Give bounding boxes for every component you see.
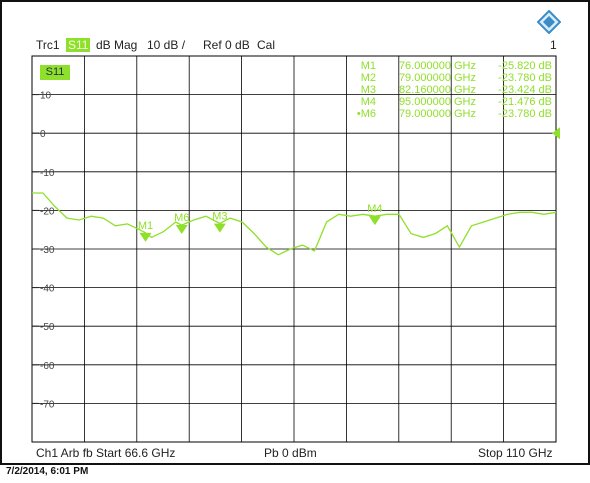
y-tick-label: -50 (40, 322, 55, 333)
footer-channel-start: Ch1 Arb fb Start 66.6 GHz (36, 446, 176, 460)
marker-triangle (368, 216, 381, 226)
marker-label: M4 (367, 203, 382, 215)
y-tick-label: -70 (40, 399, 55, 410)
footer-power: Pb 0 dBm (264, 446, 317, 460)
marker-freq: 76.000000 GHz (398, 60, 476, 72)
marker-freq: 82.160000 GHz (398, 84, 476, 96)
marker-value: -23.780 dB (498, 108, 552, 120)
cal-label: Cal (257, 38, 276, 52)
ref-label: Ref 0 dB (203, 38, 250, 52)
marker-freq: 79.000000 GHz (398, 108, 476, 120)
marker-triangle (213, 223, 226, 233)
y-tick-label: -20 (40, 206, 55, 217)
footer-stop: Stop 110 GHz (478, 446, 553, 460)
marker-value: -23.424 dB (498, 84, 552, 96)
y-tick-label: -60 (40, 361, 55, 372)
trace-name-badge[interactable]: S11 (40, 65, 70, 80)
marker-label: M1 (138, 220, 153, 232)
marker-freq: 95.000000 GHz (398, 96, 476, 108)
marker-label: •M6 (356, 108, 376, 120)
marker-label: M4 (360, 96, 376, 108)
marker-row: M4 95.000000 GHz -21.476 dB (346, 96, 552, 108)
trace-line (32, 192, 557, 256)
marker-row: M3 82.160000 GHz -23.424 dB (346, 84, 552, 96)
rohde-schwarz-logo-icon (537, 10, 561, 34)
marker-label: M2 (360, 72, 376, 84)
ref-level-arrow (552, 127, 560, 140)
marker-row: M2 79.000000 GHz -23.780 dB (346, 72, 552, 84)
marker-freq: 79.000000 GHz (398, 72, 476, 84)
marker-table: M1 76.000000 GHz -25.820 dB M2 79.000000 GH… (346, 60, 552, 120)
marker-value: -25.820 dB (498, 60, 552, 72)
param-label: S11 (66, 38, 91, 52)
marker-value: -23.780 dB (498, 72, 552, 84)
y-tick-label: -10 (40, 168, 55, 179)
marker-label: M3 (360, 84, 376, 96)
trace-label: Trc1 (36, 38, 60, 52)
y-tick-label: 10 (40, 91, 52, 102)
scale-label: 10 dB / (147, 38, 186, 52)
chart-frame (0, 0, 590, 465)
y-tick-label: 0 (40, 129, 46, 140)
marker-label: M6 (174, 212, 189, 224)
trace-parameter-badge[interactable]: S11 (66, 38, 91, 52)
marker-triangle (139, 232, 152, 242)
marker-label: M3 (212, 211, 227, 223)
y-tick-label: -30 (40, 245, 55, 256)
marker-triangle (175, 224, 188, 234)
marker-row: M1 76.000000 GHz -25.820 dB (346, 60, 552, 72)
marker-value: -21.476 dB (498, 96, 552, 108)
y-tick-label: -40 (40, 284, 55, 295)
marker-row: •M6 79.000000 GHz -23.780 dB (346, 108, 552, 120)
channel-index: 1 (550, 38, 557, 52)
timestamp: 7/2/2014, 6:01 PM (6, 466, 89, 477)
marker-label: M1 (360, 60, 376, 72)
format-label: dB Mag (96, 38, 138, 52)
